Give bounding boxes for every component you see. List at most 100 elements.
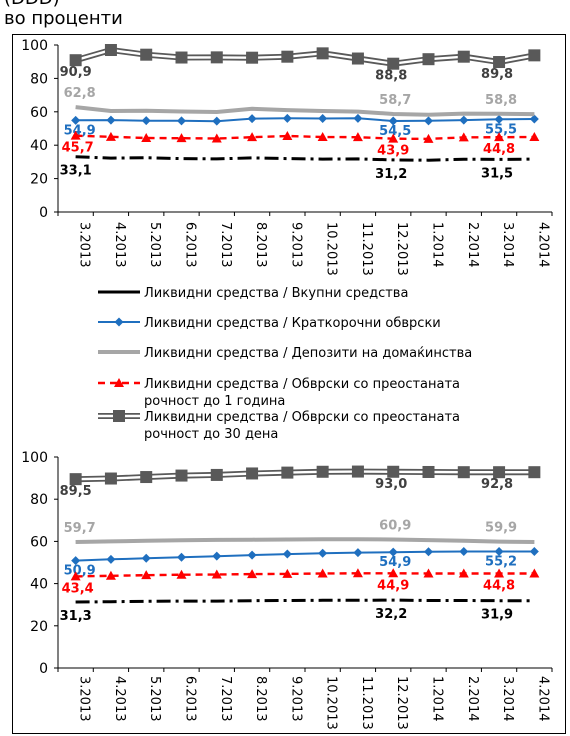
x-tick-label: 6.2013 <box>183 676 198 722</box>
legend-label: рочност до 1 година <box>144 394 285 409</box>
x-tick-label: 3.2014 <box>500 222 515 268</box>
data-label: 89,5 <box>60 484 92 499</box>
x-tick-label: 11.2013 <box>359 676 374 730</box>
diamond-marker <box>282 549 292 559</box>
triangle-marker <box>494 568 505 578</box>
diamond-marker <box>388 116 398 126</box>
series-line <box>75 105 535 117</box>
series-2: 50,9 54,9 55,2 <box>64 547 539 579</box>
triangle-marker <box>70 571 81 581</box>
square-marker <box>387 465 400 478</box>
x-tick-label: 4.2014 <box>535 222 550 268</box>
legend-square-marker <box>113 410 125 422</box>
diamond-marker <box>388 547 398 557</box>
triangle-marker <box>494 132 505 142</box>
x-tick-label: 4.2013 <box>112 222 127 268</box>
square-marker <box>281 50 294 63</box>
series-1: 31,3 32,2 31,9 <box>60 598 535 624</box>
y-tick-label: 80 <box>30 71 48 87</box>
series-1: 33,1 31,2 31,5 <box>60 155 535 182</box>
series-2: 54,9 54,5 55,5 <box>64 113 539 139</box>
triangle-marker <box>458 132 469 142</box>
legend-entry: Ликвидни средства / Обврски со преостана… <box>98 377 460 409</box>
data-label: 62,8 <box>64 86 96 101</box>
series-line <box>75 550 535 562</box>
data-label: 44,8 <box>483 142 515 157</box>
chart-legend: Ликвидни средства / Вкупни средства Ликви… <box>98 286 472 442</box>
series-line <box>75 572 535 578</box>
legend-label: Ликвидни средства / Депозити на домаќинс… <box>144 346 472 361</box>
unit-label: во проценти <box>4 8 123 29</box>
x-tick-label: 8.2013 <box>253 222 268 268</box>
series-line <box>75 537 535 544</box>
square-marker <box>175 469 188 482</box>
diamond-marker <box>247 114 257 124</box>
data-label: 54,9 <box>379 555 411 570</box>
chart-frame <box>12 34 566 734</box>
x-tick-label: 1.2014 <box>430 676 445 722</box>
diamond-marker <box>212 116 222 126</box>
x-tick-label: 3.2014 <box>500 676 515 722</box>
data-label: 31,2 <box>375 167 407 182</box>
y-tick-label: 20 <box>30 172 48 188</box>
data-label: 50,9 <box>64 564 96 579</box>
square-marker <box>246 51 259 64</box>
square-marker <box>69 54 82 67</box>
diamond-marker <box>494 114 504 124</box>
square-marker <box>210 468 223 481</box>
diamond-marker <box>353 113 363 123</box>
square-marker <box>316 47 329 60</box>
series-4: 45,7 43,9 44,8 <box>62 130 540 159</box>
triangle-marker <box>176 133 187 143</box>
triangle-marker <box>388 568 399 578</box>
data-label: 55,2 <box>485 555 517 570</box>
square-marker <box>175 51 188 64</box>
triangle-marker <box>317 568 328 578</box>
x-tick-label: 4.2014 <box>535 676 550 722</box>
y-tick-label: 60 <box>30 105 48 121</box>
data-label: 44,9 <box>377 578 409 593</box>
x-tick-label: 2.2014 <box>465 222 480 268</box>
diamond-marker <box>282 113 292 123</box>
diamond-marker <box>141 553 151 563</box>
legend-label: Ликвидни средства / Обврски со преостана… <box>144 410 460 425</box>
x-tick-label: 12.2013 <box>394 222 409 276</box>
square-marker <box>457 50 470 63</box>
triangle-marker <box>458 568 469 578</box>
diamond-marker <box>106 554 116 564</box>
triangle-marker <box>352 568 363 578</box>
x-tick-label: 1.2014 <box>430 222 445 268</box>
square-marker <box>104 472 117 485</box>
data-label: 31,3 <box>60 609 92 624</box>
square-marker <box>387 57 400 70</box>
y-tick-label: 40 <box>30 138 48 154</box>
square-marker <box>281 466 294 479</box>
data-label: 33,1 <box>60 164 92 179</box>
triangle-marker <box>282 131 293 141</box>
x-tick-label: 2.2014 <box>465 676 480 722</box>
diamond-marker <box>494 547 504 557</box>
series-line <box>75 598 535 604</box>
square-marker <box>422 465 435 478</box>
diamond-marker <box>177 116 186 126</box>
data-label: 60,9 <box>379 519 411 534</box>
data-label: 54,5 <box>379 124 411 139</box>
diamond-marker <box>247 550 257 560</box>
data-label: 58,7 <box>379 93 411 108</box>
y-tick-label: 0 <box>39 205 48 221</box>
legend-label: рочност до 30 дена <box>144 427 278 442</box>
legend-entry: Ликвидни средства / Вкупни средства <box>98 286 408 301</box>
data-label: 45,7 <box>62 141 94 156</box>
data-label: 59,7 <box>64 521 96 536</box>
legend-label: Ликвидни средства / Вкупни средства <box>144 286 408 301</box>
series-4: 43,4 44,9 44,8 <box>62 568 540 596</box>
x-tick-label: 6.2013 <box>183 222 198 268</box>
y-tick-label: 80 <box>30 492 48 508</box>
square-marker <box>457 466 470 479</box>
series-line <box>75 134 535 141</box>
y-tick-label: 0 <box>39 661 48 677</box>
x-tick-label: 9.2013 <box>288 676 303 722</box>
square-marker <box>104 44 117 57</box>
diamond-marker <box>106 115 116 125</box>
